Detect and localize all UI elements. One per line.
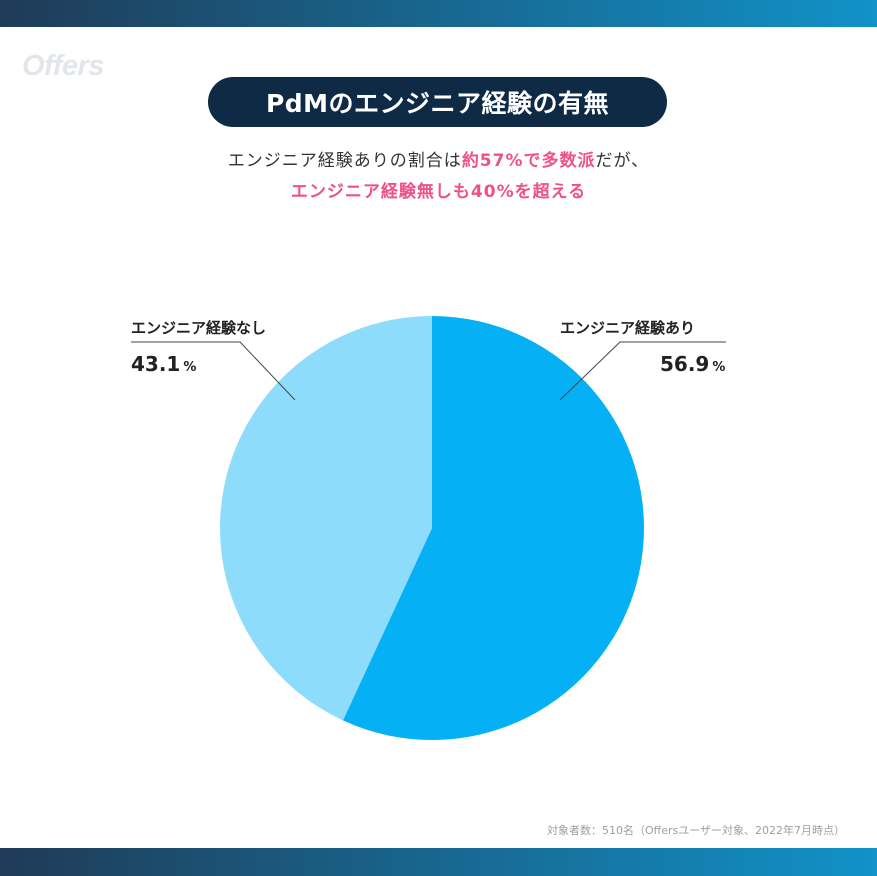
subtitle-lead: エンジニア経験ありの割合は <box>227 151 462 171</box>
callout-value-no-unit: % <box>183 360 197 375</box>
chart-title: PdMのエンジニア経験の有無 <box>265 89 610 118</box>
leader-line-no <box>131 341 296 401</box>
callout-value-yes-unit: % <box>712 360 726 375</box>
callout-value-yes-number: 56.9 <box>660 352 710 376</box>
callout-value-no: 43.1% <box>131 352 196 376</box>
pie-slice-no <box>219 316 432 721</box>
pie-slice-yes <box>342 316 644 740</box>
subtitle-line-1: エンジニア経験ありの割合は約57%で多数派だが、 <box>0 146 877 171</box>
callout-value-no-number: 43.1 <box>131 352 181 376</box>
leader-line-yes <box>559 341 726 401</box>
callout-value-yes: 56.9% <box>660 352 725 376</box>
callout-label-no: エンジニア経験なし <box>131 319 267 337</box>
callout-label-yes: エンジニア経験あり <box>560 319 696 337</box>
bottom-band <box>0 848 877 876</box>
title-pill: PdMのエンジニア経験の有無 <box>208 77 667 127</box>
offers-logo: Offers <box>22 50 104 82</box>
top-band <box>0 0 877 27</box>
callout-leaders <box>131 341 726 401</box>
subtitle-line-2: エンジニア経験無しも40%を超える <box>290 182 587 202</box>
pie-slices <box>219 316 644 740</box>
subtitle-trail: だが、 <box>595 151 650 171</box>
footnote: 対象者数：510名（Offersユーザー対象、2022年7月時点） <box>546 824 845 837</box>
subtitle-highlight: 約57%で多数派 <box>461 151 596 171</box>
